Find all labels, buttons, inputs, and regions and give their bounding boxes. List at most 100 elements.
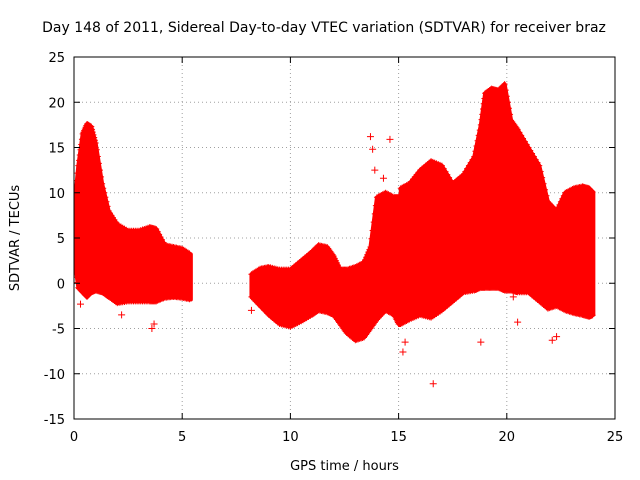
data-point xyxy=(364,251,371,258)
data-point xyxy=(542,186,549,193)
data-point xyxy=(372,202,379,209)
y-tick-label: 25 xyxy=(48,51,65,66)
data-point xyxy=(442,168,449,175)
data-point xyxy=(156,297,163,304)
outlier-point xyxy=(509,293,517,301)
data-point xyxy=(474,137,481,144)
data-point xyxy=(532,156,539,163)
data-point xyxy=(160,239,167,246)
data-band-1-markers xyxy=(74,120,193,307)
data-point xyxy=(90,131,97,138)
outlier-point xyxy=(399,348,407,356)
data-point xyxy=(78,141,85,148)
data-band-2-markers xyxy=(248,189,404,344)
data-point xyxy=(74,263,79,270)
data-point xyxy=(504,99,511,106)
data-point xyxy=(76,157,83,164)
data-point xyxy=(186,296,193,303)
data-point xyxy=(159,295,166,302)
outlier-point xyxy=(118,311,126,319)
data-point xyxy=(534,159,541,166)
data-point xyxy=(184,249,191,256)
data-point xyxy=(543,192,550,199)
data-point xyxy=(502,87,509,94)
data-point xyxy=(371,210,378,217)
data-point xyxy=(153,298,160,305)
data-point xyxy=(540,180,547,187)
data-point xyxy=(102,194,109,201)
y-tick-label: -5 xyxy=(52,323,65,338)
data-point xyxy=(553,207,560,214)
data-point xyxy=(103,198,110,205)
outlier-point xyxy=(401,338,409,346)
outlier-point xyxy=(76,300,84,308)
data-point xyxy=(514,126,521,133)
data-point xyxy=(96,167,103,174)
data-point xyxy=(523,141,530,148)
y-tick-label: 20 xyxy=(48,96,65,111)
data-point xyxy=(556,201,563,208)
data-point xyxy=(479,106,486,113)
data-point xyxy=(501,81,508,88)
data-point xyxy=(363,254,370,261)
data-point xyxy=(560,306,567,313)
y-tick-label: 15 xyxy=(48,142,65,157)
data-point xyxy=(520,135,527,142)
data-point xyxy=(154,297,161,304)
data-band-1 xyxy=(74,121,193,306)
data-point xyxy=(74,258,78,265)
data-point xyxy=(159,236,166,243)
data-point xyxy=(367,244,374,251)
x-tick-label: 0 xyxy=(70,430,78,445)
data-point xyxy=(516,129,523,136)
data-point xyxy=(74,200,78,207)
data-point xyxy=(75,162,82,169)
data-point xyxy=(74,207,77,214)
data-point xyxy=(404,181,411,188)
data-point xyxy=(186,250,193,257)
data-point xyxy=(477,121,484,128)
y-tick-label: 0 xyxy=(57,277,65,292)
data-point xyxy=(447,177,454,184)
data-point xyxy=(500,82,507,89)
data-point xyxy=(255,266,262,273)
y-tick-label: 5 xyxy=(57,232,65,247)
data-point xyxy=(74,170,81,177)
data-point xyxy=(99,180,106,187)
outlier-point xyxy=(371,166,379,174)
data-point xyxy=(76,152,83,159)
data-point xyxy=(160,295,167,302)
data-point xyxy=(78,136,85,143)
data-point xyxy=(74,253,77,260)
data-point xyxy=(589,312,596,319)
x-tick-label: 20 xyxy=(499,430,516,445)
outlier-point xyxy=(429,380,437,388)
x-tick-label: 5 xyxy=(178,430,186,445)
data-point xyxy=(154,228,161,235)
data-point xyxy=(462,168,469,175)
data-point xyxy=(100,185,107,192)
data-point xyxy=(360,259,367,266)
data-point xyxy=(88,123,95,130)
outlier-point xyxy=(379,174,387,182)
data-point xyxy=(95,160,102,167)
outlier-point xyxy=(553,333,561,341)
data-point xyxy=(98,173,105,180)
data-point xyxy=(74,279,81,286)
data-point xyxy=(112,299,119,306)
data-point xyxy=(362,256,369,263)
data-point xyxy=(476,127,483,134)
data-point xyxy=(478,116,485,123)
data-point xyxy=(507,111,514,118)
data-point xyxy=(529,150,536,157)
data-point xyxy=(525,144,532,151)
data-point xyxy=(89,129,96,136)
data-point xyxy=(518,132,525,139)
data-point xyxy=(475,132,482,139)
data-point xyxy=(89,126,96,133)
data-point xyxy=(559,195,566,202)
data-point xyxy=(91,137,98,144)
data-point xyxy=(557,198,564,205)
data-point xyxy=(446,174,453,181)
